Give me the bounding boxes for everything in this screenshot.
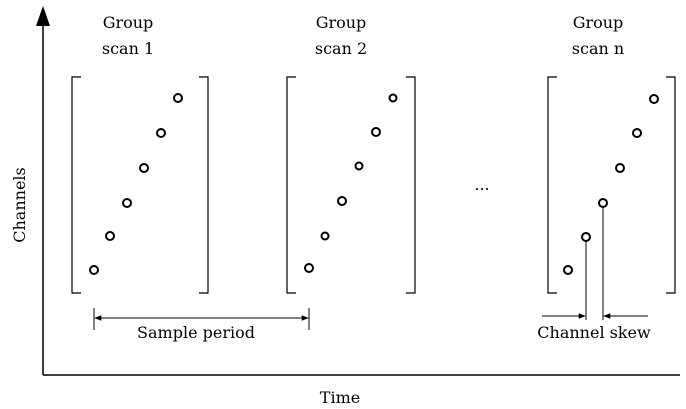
- channel-sample-point: [122, 198, 132, 208]
- group-title-line2: scan 1: [102, 39, 154, 58]
- channel-sample-point: [563, 265, 573, 275]
- axes: Time Channels: [10, 6, 680, 407]
- channel-sample-point: [598, 198, 608, 208]
- group-scan-n: Group scan n: [547, 13, 676, 320]
- left-bracket: [547, 76, 557, 294]
- channel-sample-point: [649, 94, 659, 104]
- channel-sample-point: [156, 128, 166, 138]
- left-bracket: [71, 76, 81, 294]
- group-scan-2: Group scan 2: [286, 13, 416, 294]
- y-axis-arrowhead: [36, 6, 50, 26]
- channel-sample-point: [632, 128, 642, 138]
- group-scan-1: Group scan 1: [71, 13, 209, 294]
- left-bracket: [286, 76, 296, 294]
- right-bracket: [666, 76, 676, 294]
- group-title-line2: scan n: [572, 39, 624, 58]
- channel-sample-point: [354, 161, 364, 171]
- channel-sample-point: [105, 231, 115, 241]
- group-title-line1: Group: [103, 13, 154, 32]
- x-axis-label: Time: [320, 388, 360, 407]
- group-title-line1: Group: [316, 13, 367, 32]
- y-axis-label: Channels: [10, 167, 29, 243]
- ellipsis: ...: [474, 175, 489, 194]
- sample-period-label: Sample period: [137, 323, 255, 342]
- channel-skew-label: Channel skew: [537, 323, 651, 342]
- channel-sample-point: [615, 163, 625, 173]
- channel-sample-point: [89, 265, 99, 275]
- group-title-line2: scan 2: [315, 39, 367, 58]
- right-bracket: [199, 76, 209, 294]
- right-bracket: [406, 76, 416, 294]
- channel-sample-point: [320, 231, 330, 241]
- group-title-line1: Group: [573, 13, 624, 32]
- channel-sample-point: [337, 196, 347, 206]
- channel-sample-point: [173, 93, 183, 103]
- channel-sample-point: [371, 127, 381, 137]
- sample-period-annotation: Sample period: [93, 308, 310, 342]
- channel-sample-point: [581, 232, 591, 242]
- channel-sample-point: [388, 93, 398, 103]
- channel-sample-point: [304, 263, 314, 273]
- channel-skew-annotation: Channel skew: [537, 313, 651, 342]
- channel-sample-point: [139, 163, 149, 173]
